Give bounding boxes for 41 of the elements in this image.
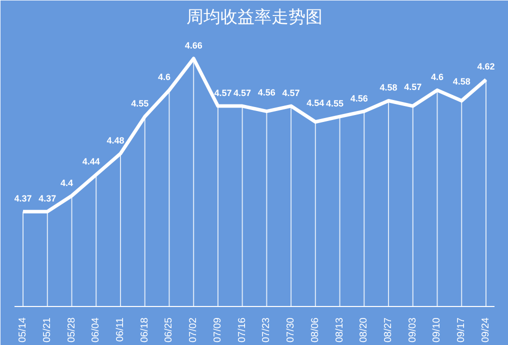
data-label: 4.6	[158, 72, 170, 82]
data-label: 4.62	[477, 62, 495, 72]
data-label: 4.55	[131, 98, 149, 109]
x-tick-label: 07/23	[261, 317, 272, 343]
x-tick-label: 09/24	[480, 317, 492, 343]
x-tick-label: 09/17	[456, 317, 468, 343]
data-label: 4.54	[306, 98, 324, 108]
chart-title: 周均收益率走势图	[186, 8, 322, 28]
data-label: 4.37	[38, 194, 56, 204]
data-label: 4.66	[184, 40, 202, 51]
x-tick-label: 06/04	[90, 317, 102, 343]
x-tick-label: 07/02	[188, 317, 200, 343]
x-tick-label: 08/20	[358, 317, 370, 343]
x-tick-label: 09/03	[407, 317, 418, 343]
x-tick-label: 06/25	[164, 317, 175, 343]
x-tick-label: 06/18	[139, 317, 150, 343]
data-label: 4.55	[326, 98, 344, 109]
data-label: 4.57	[214, 88, 232, 98]
data-label: 4.57	[404, 82, 422, 92]
x-tick-label: 06/11	[114, 317, 126, 342]
x-tick-label: 08/13	[334, 317, 346, 343]
x-tick-label: 07/09	[212, 317, 224, 343]
data-label: 4.58	[380, 82, 398, 93]
data-label: 4.57	[282, 88, 300, 98]
x-tick-label: 08/06	[310, 317, 321, 343]
data-label: 4.56	[258, 87, 276, 98]
data-label: 4.57	[234, 88, 252, 98]
data-label: 4.6	[430, 72, 444, 82]
data-label: 4.4	[60, 178, 74, 188]
x-tick-label: 05/28	[66, 317, 78, 343]
x-tick-label: 07/16	[236, 317, 248, 343]
x-tick-label: 05/21	[42, 317, 53, 343]
x-tick-label: 07/30	[286, 317, 297, 343]
x-tick-label: 09/10	[432, 317, 443, 343]
data-label: 4.44	[82, 156, 100, 167]
data-label: 4.58	[452, 76, 470, 87]
data-label: 4.37	[14, 194, 32, 204]
data-label: 4.48	[106, 136, 124, 146]
x-tick-label: 08/27	[383, 317, 394, 343]
x-tick-label: 05/14	[18, 317, 29, 343]
data-label: 4.56	[350, 93, 368, 104]
